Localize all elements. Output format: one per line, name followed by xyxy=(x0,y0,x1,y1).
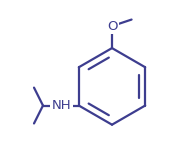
Text: NH: NH xyxy=(52,99,71,112)
Text: O: O xyxy=(107,20,117,33)
